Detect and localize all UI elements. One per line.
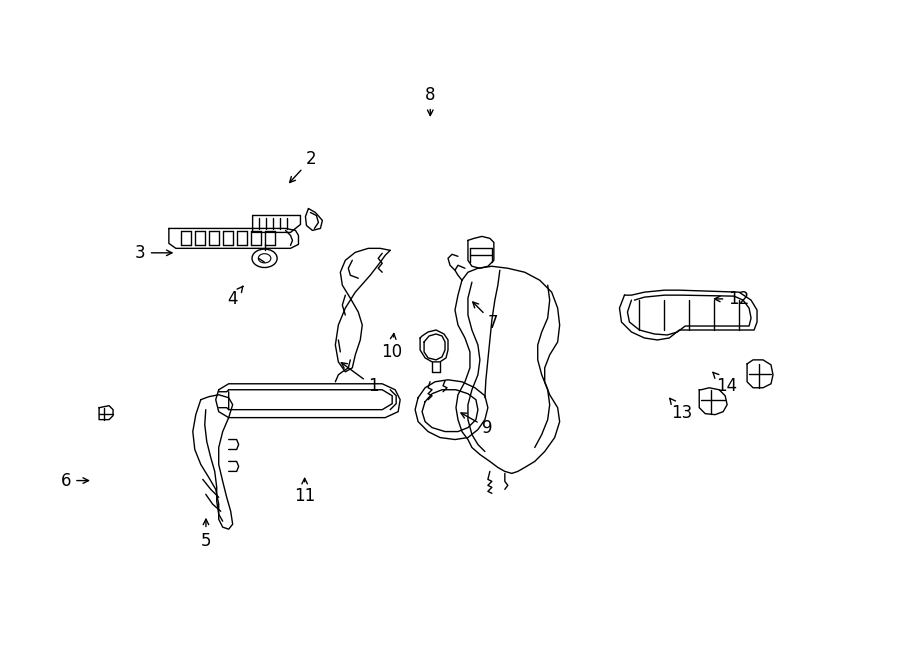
Polygon shape [253,215,301,233]
Polygon shape [99,406,113,420]
Polygon shape [336,249,391,372]
Polygon shape [216,384,400,418]
Text: 2: 2 [290,150,316,182]
Polygon shape [169,229,299,249]
Polygon shape [468,237,494,268]
Text: 13: 13 [670,399,692,422]
Text: 10: 10 [381,334,402,360]
Polygon shape [415,380,488,440]
Polygon shape [699,388,727,414]
Polygon shape [305,208,322,231]
Text: 7: 7 [472,302,499,332]
Polygon shape [193,395,233,529]
Text: 1: 1 [341,363,379,395]
Text: 8: 8 [425,86,436,116]
Text: 5: 5 [201,519,212,550]
Text: 3: 3 [135,244,172,262]
Text: 12: 12 [715,290,750,308]
Polygon shape [619,290,757,340]
Text: 9: 9 [461,413,493,437]
Text: 6: 6 [60,471,88,490]
Text: 11: 11 [294,479,315,506]
Text: 14: 14 [713,372,737,395]
Text: 4: 4 [228,286,243,308]
Polygon shape [455,266,560,473]
Polygon shape [420,330,448,362]
Polygon shape [747,360,773,388]
